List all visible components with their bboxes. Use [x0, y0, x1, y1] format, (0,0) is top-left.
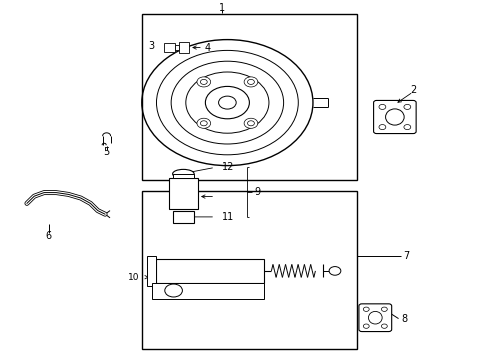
Bar	[151, 283, 264, 299]
Text: 9: 9	[254, 187, 260, 197]
Ellipse shape	[385, 109, 403, 125]
Bar	[172, 174, 194, 178]
Text: 7: 7	[403, 251, 409, 261]
Bar	[156, 259, 264, 283]
Bar	[174, 45, 179, 50]
Circle shape	[403, 104, 410, 109]
Text: 3: 3	[148, 41, 154, 51]
Circle shape	[363, 324, 368, 328]
Text: 12: 12	[222, 162, 234, 172]
Text: 6: 6	[46, 231, 52, 241]
Circle shape	[197, 77, 210, 87]
Circle shape	[381, 307, 386, 311]
Bar	[146, 256, 156, 286]
Circle shape	[197, 118, 210, 128]
Text: 4: 4	[204, 42, 210, 53]
Text: 1: 1	[219, 3, 225, 13]
Circle shape	[244, 118, 257, 128]
Circle shape	[378, 125, 385, 130]
Circle shape	[328, 266, 340, 275]
FancyBboxPatch shape	[358, 304, 391, 332]
Circle shape	[363, 307, 368, 311]
Circle shape	[403, 125, 410, 130]
Bar	[179, 42, 189, 53]
Bar	[142, 14, 356, 180]
Text: 10: 10	[236, 285, 248, 294]
Text: 8: 8	[400, 314, 407, 324]
Text: 10: 10	[127, 273, 139, 282]
Circle shape	[164, 284, 182, 297]
Text: 2: 2	[409, 85, 415, 95]
Circle shape	[378, 104, 385, 109]
FancyBboxPatch shape	[373, 100, 415, 134]
Bar	[168, 178, 198, 209]
Ellipse shape	[172, 170, 194, 179]
Text: 11: 11	[222, 212, 234, 222]
Bar	[142, 191, 356, 349]
Bar	[172, 211, 194, 223]
Text: 5: 5	[103, 147, 109, 157]
Circle shape	[381, 324, 386, 328]
Bar	[163, 43, 174, 52]
Ellipse shape	[368, 311, 382, 324]
Circle shape	[244, 77, 257, 87]
